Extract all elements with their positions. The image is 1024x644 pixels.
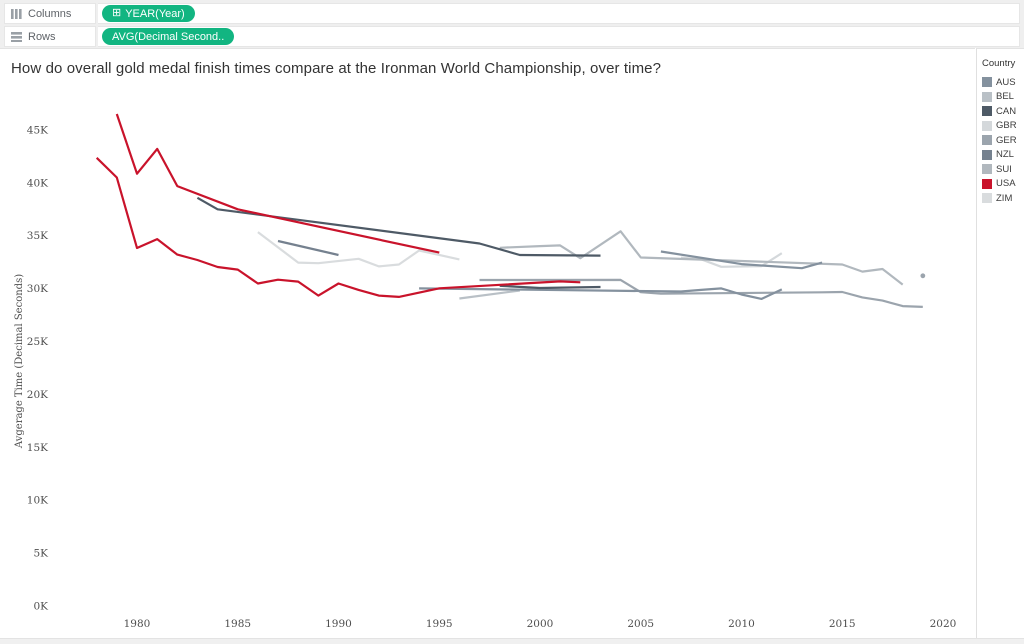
- x-tick-2010: 2010: [728, 618, 755, 630]
- y-tick-20K: 20K: [27, 389, 48, 401]
- y-tick-15K: 15K: [27, 442, 48, 454]
- legend-swatch-CAN: [982, 106, 992, 117]
- series-line-AUS-women[interactable]: [660, 250, 823, 270]
- x-tick-2015: 2015: [829, 618, 856, 630]
- expand-year-icon[interactable]: ⊞: [112, 7, 122, 19]
- rows-shelf-drop-area[interactable]: AVG(Decimal Second..: [98, 26, 1020, 47]
- legend-swatch-USA: [982, 178, 992, 189]
- legend-title: Country: [982, 58, 1016, 69]
- series-line-GER-men[interactable]: [479, 278, 923, 308]
- series-line-NZL-women[interactable]: [277, 239, 339, 257]
- plot-area[interactable]: 0K 5K 10K 15K 20K 25K 30K 35K 40K 45K 1980 1985 199…: [0, 49, 975, 639]
- legend-label-GBR: GBR: [996, 120, 1017, 132]
- rows-icon: [11, 31, 22, 42]
- worksheet: 0K 5K 10K 15K 20K 25K 30K 35K 40K 45K 1980 1985 199…: [0, 48, 975, 639]
- chart-title: How do overall gold medal finish times c…: [11, 60, 662, 77]
- rows-shelf-label: Rows: [28, 30, 56, 43]
- y-tick-45K: 45K: [27, 124, 48, 136]
- y-tick-10K: 10K: [27, 495, 48, 507]
- x-tick-1995: 1995: [426, 618, 453, 630]
- legend-item-NZL[interactable]: NZL: [977, 148, 1024, 163]
- rows-pill[interactable]: AVG(Decimal Second..: [102, 28, 235, 45]
- rows-pill-label: AVG(Decimal Second..: [112, 30, 225, 43]
- columns-shelf-label-cell: Columns: [4, 3, 96, 24]
- legend-item-SUI[interactable]: SUI: [977, 162, 1024, 177]
- window-bottom-strip: [0, 638, 1024, 644]
- legend-swatch-SUI: [982, 164, 992, 175]
- x-tick-2020: 2020: [930, 618, 957, 630]
- country-legend: Country AUS BEL CAN GBR GER NZL SUI USA ZIM: [976, 48, 1024, 638]
- legend-swatch-GBR: [982, 120, 992, 131]
- x-tick-1980: 1980: [124, 618, 151, 630]
- series-line-USA-men[interactable]: [95, 157, 581, 298]
- legend-swatch-ZIM: [982, 193, 992, 204]
- legend-swatch-BEL: [982, 91, 992, 102]
- series-line-BEL-men[interactable]: [459, 289, 520, 300]
- legend-item-ZIM[interactable]: ZIM: [977, 191, 1024, 206]
- y-tick-0K: 0K: [33, 601, 48, 613]
- rows-shelf: Rows AVG(Decimal Second..: [4, 26, 1020, 47]
- legend-item-GBR[interactable]: GBR: [977, 119, 1024, 134]
- legend-label-NZL: NZL: [996, 149, 1014, 161]
- shelf-bar: Columns ⊞ YEAR(Year) Rows AVG(Decimal Se…: [0, 0, 1024, 48]
- y-tick-5K: 5K: [33, 548, 48, 560]
- legend-swatch-AUS: [982, 77, 992, 88]
- y-axis-title: Avgerage Time (Decimal Seconds): [14, 274, 25, 449]
- legend-swatch-GER: [982, 135, 992, 146]
- columns-pill-label: YEAR(Year): [125, 7, 185, 20]
- columns-shelf-drop-area[interactable]: ⊞ YEAR(Year): [98, 3, 1020, 24]
- series-line-CAN-women[interactable]: [196, 196, 601, 257]
- columns-pill[interactable]: ⊞ YEAR(Year): [102, 5, 195, 22]
- legend-item-AUS[interactable]: AUS: [977, 75, 1024, 90]
- x-tick-2000: 2000: [527, 618, 554, 630]
- y-tick-30K: 30K: [27, 283, 48, 295]
- legend-label-BEL: BEL: [996, 91, 1014, 103]
- series-line-AUS-men[interactable]: [419, 287, 783, 300]
- x-tick-1990: 1990: [325, 618, 352, 630]
- legend-swatch-NZL: [982, 149, 992, 160]
- columns-shelf: Columns ⊞ YEAR(Year): [4, 3, 1020, 24]
- x-tick-2005: 2005: [627, 618, 654, 630]
- legend-item-BEL[interactable]: BEL: [977, 90, 1024, 105]
- legend-label-USA: USA: [996, 178, 1016, 190]
- series-line-USA-women[interactable]: [115, 113, 440, 254]
- legend-item-GER[interactable]: GER: [977, 133, 1024, 148]
- x-tick-1985: 1985: [224, 618, 251, 630]
- columns-icon: [11, 8, 22, 19]
- y-tick-40K: 40K: [27, 177, 48, 189]
- legend-label-GER: GER: [996, 134, 1017, 146]
- legend-label-CAN: CAN: [996, 105, 1017, 117]
- series-line-ZIM-women[interactable]: [257, 231, 460, 268]
- legend-label-AUS: AUS: [996, 76, 1016, 88]
- y-tick-35K: 35K: [27, 230, 48, 242]
- columns-shelf-label: Columns: [28, 7, 72, 20]
- series-line-CAN-men[interactable]: [499, 284, 601, 290]
- rows-shelf-label-cell: Rows: [4, 26, 96, 47]
- legend-item-CAN[interactable]: CAN: [977, 104, 1024, 119]
- legend-item-USA[interactable]: USA: [977, 177, 1024, 192]
- series-line-SUI-women[interactable]: [499, 230, 904, 286]
- series-mark-GER-women[interactable]: [920, 273, 926, 279]
- y-tick-25K: 25K: [27, 336, 48, 348]
- legend-label-ZIM: ZIM: [996, 192, 1013, 204]
- legend-label-SUI: SUI: [996, 163, 1012, 175]
